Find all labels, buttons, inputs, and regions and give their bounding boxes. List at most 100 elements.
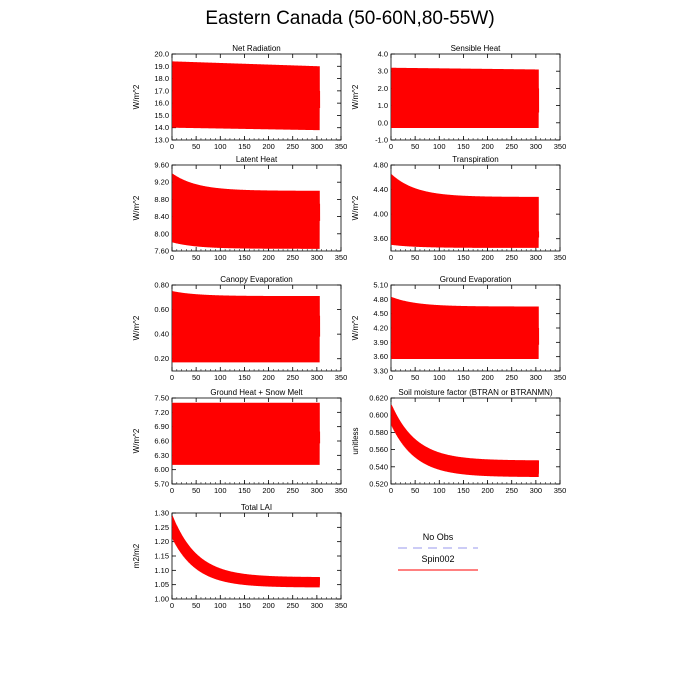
series-line	[391, 174, 540, 248]
x-tick-label: 150	[457, 142, 470, 151]
series-line	[391, 404, 540, 477]
x-tick-label: 250	[286, 253, 299, 262]
x-tick-label: 100	[214, 373, 227, 382]
x-tick-label: 350	[554, 253, 567, 262]
x-tick-label: 350	[335, 373, 348, 382]
x-tick-label: 0	[170, 373, 174, 382]
panel-title: Sensible Heat	[451, 44, 502, 53]
y-tick-label: 0.560	[369, 445, 388, 454]
y-tick-label: 7.50	[154, 394, 169, 403]
x-tick-label: 0	[170, 142, 174, 151]
x-tick-label: 350	[335, 142, 348, 151]
x-tick-label: 300	[530, 142, 543, 151]
x-tick-label: 350	[554, 486, 567, 495]
y-tick-label: 4.20	[373, 324, 388, 333]
y-axis-label: W/m^2	[132, 195, 141, 220]
y-tick-label: 8.00	[154, 229, 169, 238]
x-tick-label: 250	[505, 486, 518, 495]
y-tick-label: 1.25	[154, 523, 169, 532]
x-tick-label: 300	[311, 142, 324, 151]
y-tick-label: 9.60	[154, 161, 169, 170]
y-tick-label: 19.0	[154, 62, 169, 71]
y-tick-label: 1.00	[154, 595, 169, 604]
y-tick-label: 3.0	[378, 67, 388, 76]
x-tick-label: 150	[238, 253, 251, 262]
x-tick-label: 0	[170, 486, 174, 495]
x-tick-label: 150	[238, 601, 251, 610]
y-tick-label: 3.90	[373, 338, 388, 347]
x-tick-label: 150	[238, 142, 251, 151]
y-tick-label: 15.0	[154, 111, 169, 120]
x-tick-label: 150	[457, 373, 470, 382]
panel-title: Net Radiation	[232, 44, 280, 53]
x-tick-label: 350	[335, 253, 348, 262]
panel-title: Ground Heat + Snow Melt	[210, 388, 303, 397]
y-axis-label: m2/m2	[132, 543, 141, 568]
x-tick-label: 100	[214, 486, 227, 495]
x-tick-label: 0	[170, 253, 174, 262]
x-tick-label: 50	[411, 142, 419, 151]
chart-panel: Soil moisture factor (BTRAN or BTRANMN) u…	[351, 388, 566, 495]
x-tick-label: 50	[192, 253, 200, 262]
y-axis-label: W/m^2	[351, 195, 360, 220]
y-tick-label: 5.10	[373, 281, 388, 290]
y-tick-label: 13.0	[154, 136, 169, 145]
y-tick-label: 1.10	[154, 566, 169, 575]
plot-frame	[390, 397, 561, 485]
y-tick-label: 1.30	[154, 509, 169, 518]
x-tick-label: 100	[433, 373, 446, 382]
x-tick-label: 300	[311, 486, 324, 495]
x-tick-label: 300	[530, 373, 543, 382]
legend: No Obs Spin002	[398, 532, 478, 571]
y-axis-label: W/m^2	[132, 84, 141, 109]
x-tick-label: 50	[411, 486, 419, 495]
plot-frame	[171, 164, 342, 252]
plot-frame	[171, 53, 342, 141]
x-tick-label: 300	[311, 373, 324, 382]
x-tick-label: 100	[214, 601, 227, 610]
figure-title: Eastern Canada (50-60N,80-55W)	[205, 8, 495, 29]
y-tick-label: 0.600	[369, 411, 388, 420]
panel-title: Latent Heat	[236, 155, 278, 164]
y-tick-label: 1.0	[378, 101, 388, 110]
x-tick-label: 50	[192, 142, 200, 151]
x-tick-label: 150	[457, 253, 470, 262]
y-tick-label: 8.40	[154, 212, 169, 221]
x-tick-label: 100	[214, 142, 227, 151]
chart-panel: Net Radiation W/m^2 0 50 100 150 200 250 300 350 1…	[132, 44, 347, 151]
x-tick-label: 250	[286, 373, 299, 382]
x-tick-label: 350	[554, 373, 567, 382]
y-tick-label: -1.0	[375, 136, 388, 145]
plot-frame	[390, 164, 561, 252]
panel-title: Total LAI	[241, 503, 272, 512]
chart-panel: Latent Heat W/m^2 0 50 100 150 200 250 300 350 7.6…	[132, 155, 347, 262]
x-tick-label: 250	[505, 373, 518, 382]
x-tick-label: 200	[481, 253, 494, 262]
x-tick-label: 200	[481, 486, 494, 495]
series-line	[172, 61, 321, 131]
y-tick-label: 1.15	[154, 552, 169, 561]
x-tick-label: 350	[335, 601, 348, 610]
x-tick-label: 200	[262, 253, 275, 262]
y-tick-label: 0.40	[154, 330, 169, 339]
x-tick-label: 100	[433, 486, 446, 495]
y-tick-label: 17.0	[154, 86, 169, 95]
series-line	[391, 297, 540, 360]
x-tick-label: 50	[192, 601, 200, 610]
x-tick-label: 0	[389, 142, 393, 151]
x-tick-label: 0	[389, 253, 393, 262]
panel-title: Canopy Evaporation	[220, 275, 293, 284]
series-line	[172, 173, 321, 249]
x-tick-label: 350	[554, 142, 567, 151]
y-tick-label: 3.60	[373, 234, 388, 243]
legend-label: Spin002	[421, 554, 454, 564]
plot-frame	[171, 284, 342, 372]
x-tick-label: 200	[481, 142, 494, 151]
x-tick-label: 200	[262, 601, 275, 610]
y-tick-label: 16.0	[154, 99, 169, 108]
y-axis-label: unitless	[351, 427, 360, 454]
series-line	[172, 515, 321, 588]
x-tick-label: 100	[214, 253, 227, 262]
y-tick-label: 2.0	[378, 84, 388, 93]
